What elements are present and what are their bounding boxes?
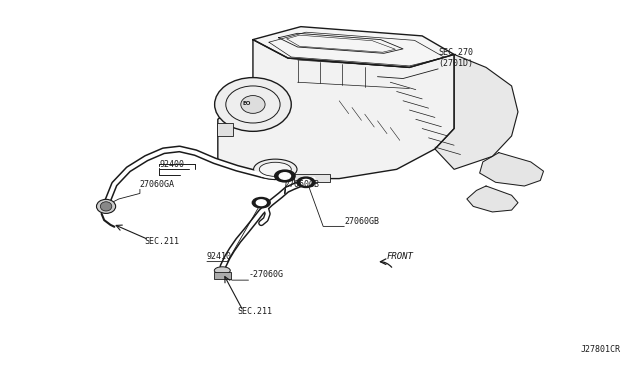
FancyBboxPatch shape bbox=[216, 123, 232, 136]
Text: 27060GB: 27060GB bbox=[285, 180, 320, 189]
Text: SEC.270: SEC.270 bbox=[438, 48, 473, 57]
Circle shape bbox=[275, 170, 295, 182]
Ellipse shape bbox=[241, 96, 265, 113]
Ellipse shape bbox=[253, 159, 297, 180]
Ellipse shape bbox=[97, 199, 116, 214]
Text: 92410: 92410 bbox=[207, 252, 232, 261]
Circle shape bbox=[301, 179, 311, 185]
Text: -27060G: -27060G bbox=[248, 270, 284, 279]
Circle shape bbox=[279, 173, 291, 179]
Polygon shape bbox=[218, 39, 454, 179]
FancyBboxPatch shape bbox=[294, 174, 330, 182]
Polygon shape bbox=[467, 186, 518, 212]
Ellipse shape bbox=[214, 267, 230, 274]
Text: (2701D): (2701D) bbox=[438, 59, 473, 68]
Ellipse shape bbox=[100, 202, 112, 211]
Circle shape bbox=[297, 177, 315, 187]
Polygon shape bbox=[479, 153, 543, 186]
Ellipse shape bbox=[259, 162, 291, 176]
Text: EO: EO bbox=[243, 101, 251, 106]
Circle shape bbox=[252, 198, 270, 208]
Text: 27060GA: 27060GA bbox=[140, 180, 175, 189]
Polygon shape bbox=[253, 27, 454, 67]
Text: FRONT: FRONT bbox=[387, 252, 414, 261]
FancyBboxPatch shape bbox=[214, 272, 230, 279]
Text: J27801CR: J27801CR bbox=[580, 344, 620, 353]
Text: 27060GB: 27060GB bbox=[344, 217, 380, 226]
Circle shape bbox=[257, 200, 266, 206]
Text: SEC.211: SEC.211 bbox=[145, 237, 179, 246]
Polygon shape bbox=[435, 54, 518, 169]
Ellipse shape bbox=[214, 78, 291, 131]
Text: SEC.211: SEC.211 bbox=[237, 307, 272, 317]
Text: 92400: 92400 bbox=[159, 160, 184, 169]
